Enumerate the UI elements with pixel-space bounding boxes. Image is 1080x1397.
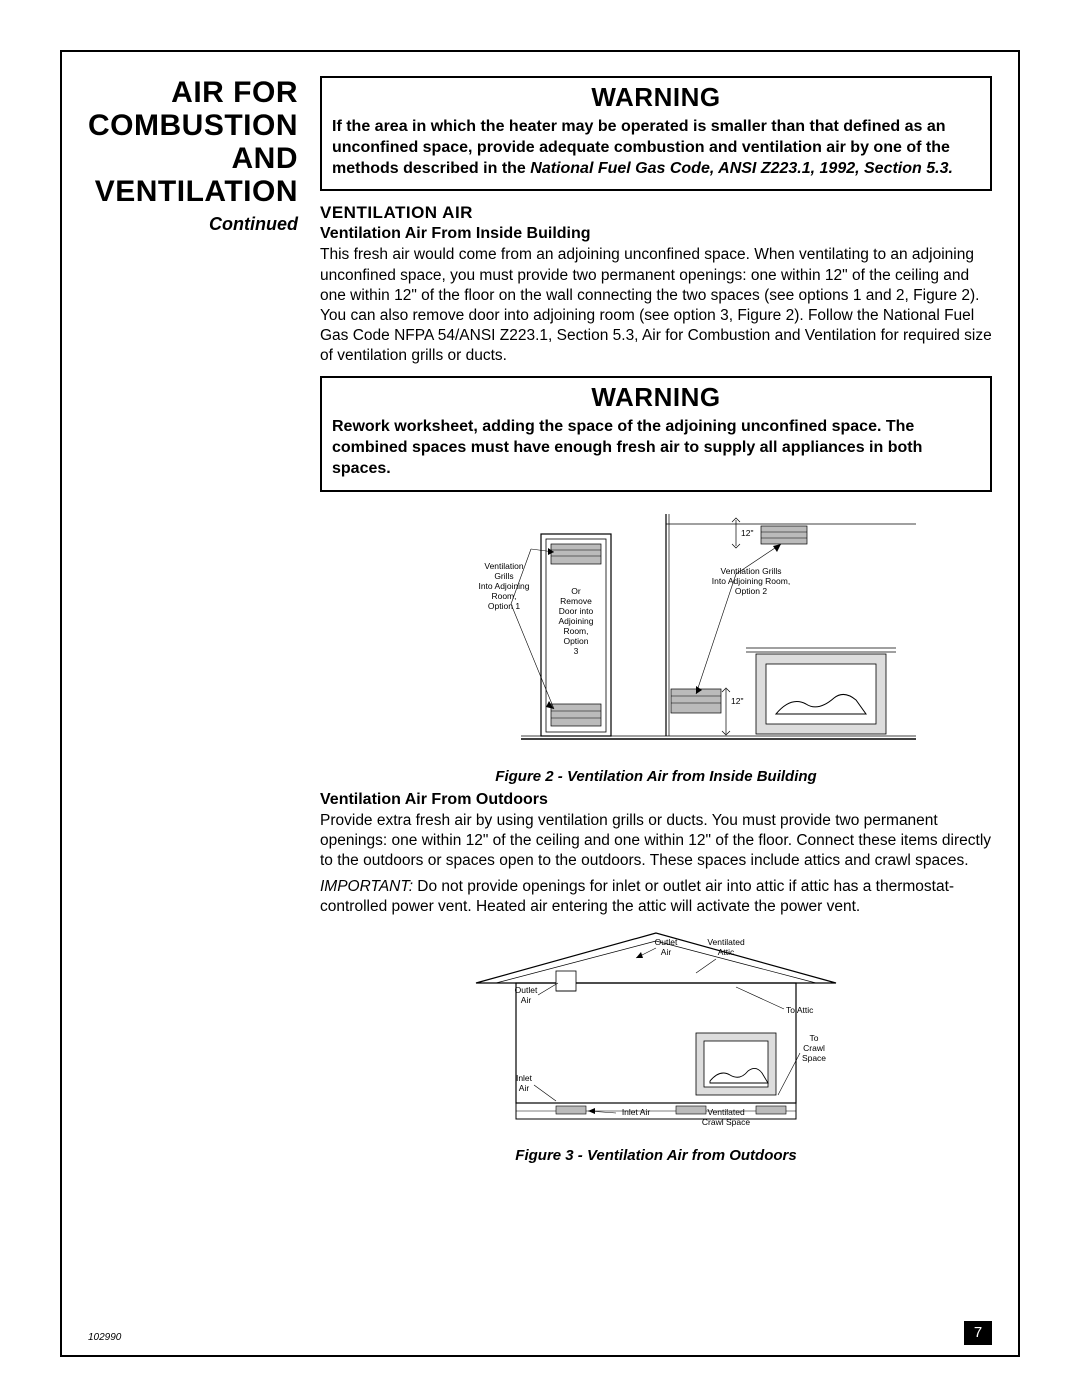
fig2-or-l7: 3 — [574, 646, 579, 656]
fig2-or-l4: Adjoining — [559, 616, 594, 626]
title-l4: VENTILATION — [95, 175, 298, 208]
figure-2-svg: 12" 12" — [396, 504, 916, 764]
ventilation-air-heading: VENTILATION AIR — [320, 203, 992, 223]
warning1-ital: National Fuel Gas Code, ANSI Z223.1, 199… — [530, 160, 953, 177]
fig3-tocrawl-l3: Space — [802, 1053, 826, 1063]
figure-2-caption: Figure 2 - Ventilation Air from Inside B… — [320, 768, 992, 785]
warning-box-2: WARNING Rework worksheet, adding the spa… — [320, 376, 992, 491]
fig3-outletL-l1: Outlet — [515, 985, 538, 995]
fig2-dim-top: 12" — [741, 528, 753, 538]
fig3-tocrawl-l1: To — [810, 1033, 819, 1043]
fig2-opt1-l5: Option 1 — [488, 601, 520, 611]
figure-3-caption: Figure 3 - Ventilation Air from Outdoors — [320, 1147, 992, 1164]
fig3-inletL-l2: Air — [519, 1083, 530, 1093]
warning-heading-1: WARNING — [332, 82, 980, 113]
fig2-or-l6: Option — [563, 636, 588, 646]
fig2-opt1-l1: Ventilation — [484, 561, 523, 571]
fig3-attic-l2: Attic — [718, 947, 735, 957]
ventilation-outdoors-para: Provide extra fresh air by using ventila… — [320, 811, 992, 871]
page: AIR FOR COMBUSTION AND VENTILATION Conti… — [0, 0, 1080, 1397]
warning-box-1: WARNING If the area in which the heater … — [320, 76, 992, 191]
important-rest: Do not provide openings for inlet or out… — [320, 878, 954, 915]
ventilation-inside-sub: Ventilation Air From Inside Building — [320, 225, 992, 243]
fig2-opt1-l4: Room, — [491, 591, 516, 601]
fig2-or-l3: Door into — [559, 606, 594, 616]
main-column: WARNING If the area in which the heater … — [320, 76, 992, 1325]
continued-label: Continued — [88, 214, 298, 235]
section-title: AIR FOR COMBUSTION AND VENTILATION — [88, 76, 298, 208]
fig3-outlet-l2: Air — [661, 947, 672, 957]
ventilation-outdoors-sub: Ventilation Air From Outdoors — [320, 791, 992, 809]
fig2-or-l5: Room, — [563, 626, 588, 636]
figure-2-wrap: 12" 12" — [320, 504, 992, 785]
warning-body-1: If the area in which the heater may be o… — [332, 117, 980, 179]
content-frame: AIR FOR COMBUSTION AND VENTILATION Conti… — [60, 50, 1020, 1357]
fig2-dim-bot: 12" — [731, 696, 743, 706]
important-label: IMPORTANT: — [320, 878, 413, 895]
fig3-inletL-l1: Inlet — [516, 1073, 533, 1083]
fig2-opt2-l3: Option 2 — [735, 586, 767, 596]
fig3-tocrawl-l2: Crawl — [803, 1043, 825, 1053]
fig3-outlet-l1: Outlet — [655, 937, 678, 947]
ventilation-inside-para: This fresh air would come from an adjoin… — [320, 245, 992, 366]
fig2-opt1-l3: Into Adjoining — [478, 581, 529, 591]
fig2-or-l1: Or — [571, 586, 581, 596]
warning-heading-2: WARNING — [332, 382, 980, 413]
fig2-opt2-l2: Into Adjoining Room, — [712, 576, 790, 586]
fig3-crawl-l2: Crawl Space — [702, 1117, 750, 1127]
warning-body-2: Rework worksheet, adding the space of th… — [332, 417, 980, 479]
columns: AIR FOR COMBUSTION AND VENTILATION Conti… — [88, 76, 992, 1325]
fig2-or-l2: Remove — [560, 596, 592, 606]
fig3-attic-l1: Ventilated — [707, 937, 745, 947]
figure-3-svg: Outlet Air Ventilated Attic Outlet Air I… — [416, 923, 896, 1143]
fig2-opt1-l2: Grills — [494, 571, 513, 581]
sidebar: AIR FOR COMBUSTION AND VENTILATION Conti… — [88, 76, 298, 1325]
figure-3-wrap: Outlet Air Ventilated Attic Outlet Air I… — [320, 923, 992, 1164]
title-l3: AND — [232, 142, 299, 175]
page-number: 7 — [964, 1321, 992, 1345]
fig3-toattic: To Attic — [786, 1005, 814, 1015]
fig3-crawl-l1: Ventilated — [707, 1107, 745, 1117]
fig3-outletL-l2: Air — [521, 995, 532, 1005]
ventilation-outdoors-important: IMPORTANT: Do not provide openings for i… — [320, 877, 992, 917]
doc-id: 102990 — [88, 1332, 121, 1343]
title-l2: COMBUSTION — [88, 109, 298, 142]
fig3-inlet-b: Inlet Air — [622, 1107, 651, 1117]
fig2-opt2-l1: Ventilation Grills — [721, 566, 782, 576]
title-l1: AIR FOR — [171, 76, 298, 109]
